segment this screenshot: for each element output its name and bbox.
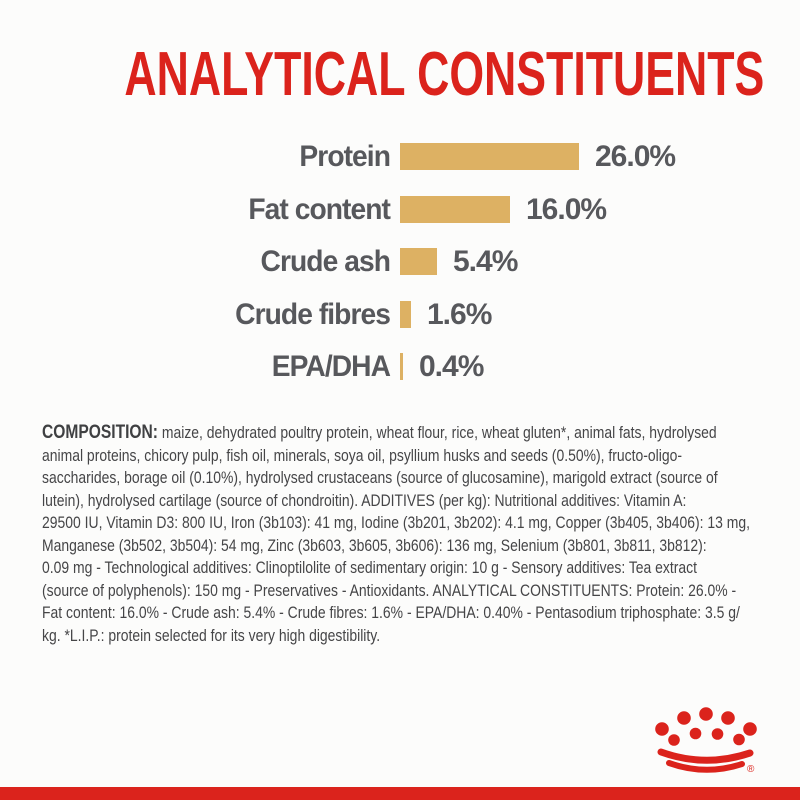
registered-mark: ®	[747, 764, 755, 775]
bar-value: 26.0%	[595, 140, 676, 173]
composition-text: COMPOSITION: maize, dehydrated poultry p…	[42, 422, 782, 647]
royal-canin-crown-logo: ®	[655, 707, 757, 775]
bar-chart: Protein 26.0% Fat content 16.0% Crude ash 5.4…	[0, 140, 800, 383]
bar-label: Fat content	[248, 193, 391, 226]
bar	[400, 143, 579, 170]
composition-line: COMPOSITION: maize, dehydrated poultry p…	[42, 422, 717, 443]
composition-heading: COMPOSITION:	[42, 422, 158, 443]
bar-value: 0.4%	[419, 350, 484, 383]
composition-line: (source of polyphenols): 150 mg - Preser…	[42, 580, 737, 600]
page-title: ANALYTICAL CONSTITUENTS	[124, 40, 765, 109]
composition-line: kg. *L.I.P.: protein selected for its ve…	[42, 625, 381, 645]
bar	[400, 301, 411, 328]
crown-band	[657, 748, 754, 773]
bar-label: Crude fibres	[235, 298, 391, 331]
chart-row: Protein 26.0%	[0, 140, 800, 173]
crown-dots	[655, 707, 757, 746]
chart-row: Crude ash 5.4%	[0, 245, 800, 278]
composition-line: 29500 IU, Vitamin D3: 800 IU, Iron (3b10…	[42, 513, 751, 532]
bar-value: 1.6%	[427, 298, 492, 331]
composition-line: 0.09 mg - Technological additives: Clino…	[42, 558, 698, 577]
footer-red-band	[0, 787, 800, 800]
bar	[400, 248, 437, 275]
bar	[400, 353, 403, 380]
bar-value: 5.4%	[453, 245, 518, 278]
bar-value: 16.0%	[526, 193, 607, 226]
chart-row: Fat content 16.0%	[0, 193, 800, 226]
composition-line: saccharides, borage oil (0.10%), hydroly…	[42, 468, 718, 487]
chart-row: Crude fibres 1.6%	[0, 298, 800, 331]
composition-line: lutein), hydrolysed cartilage (source of…	[42, 490, 687, 510]
page-title-wrap: ANALYTICAL CONSTITUENTS	[0, 44, 800, 106]
bar-label: Protein	[299, 140, 391, 173]
composition-line: animal proteins, chicory pulp, fish oil,…	[42, 445, 682, 465]
composition-line: Manganese (3b502, 3b504): 54 mg, Zinc (3…	[42, 535, 707, 555]
bar-label: EPA/DHA	[271, 350, 391, 383]
bar-label: Crude ash	[260, 245, 391, 278]
composition-line: Fat content: 16.0% - Crude ash: 5.4% - C…	[42, 603, 740, 622]
bar	[400, 196, 510, 223]
chart-row: EPA/DHA 0.4%	[0, 350, 800, 383]
